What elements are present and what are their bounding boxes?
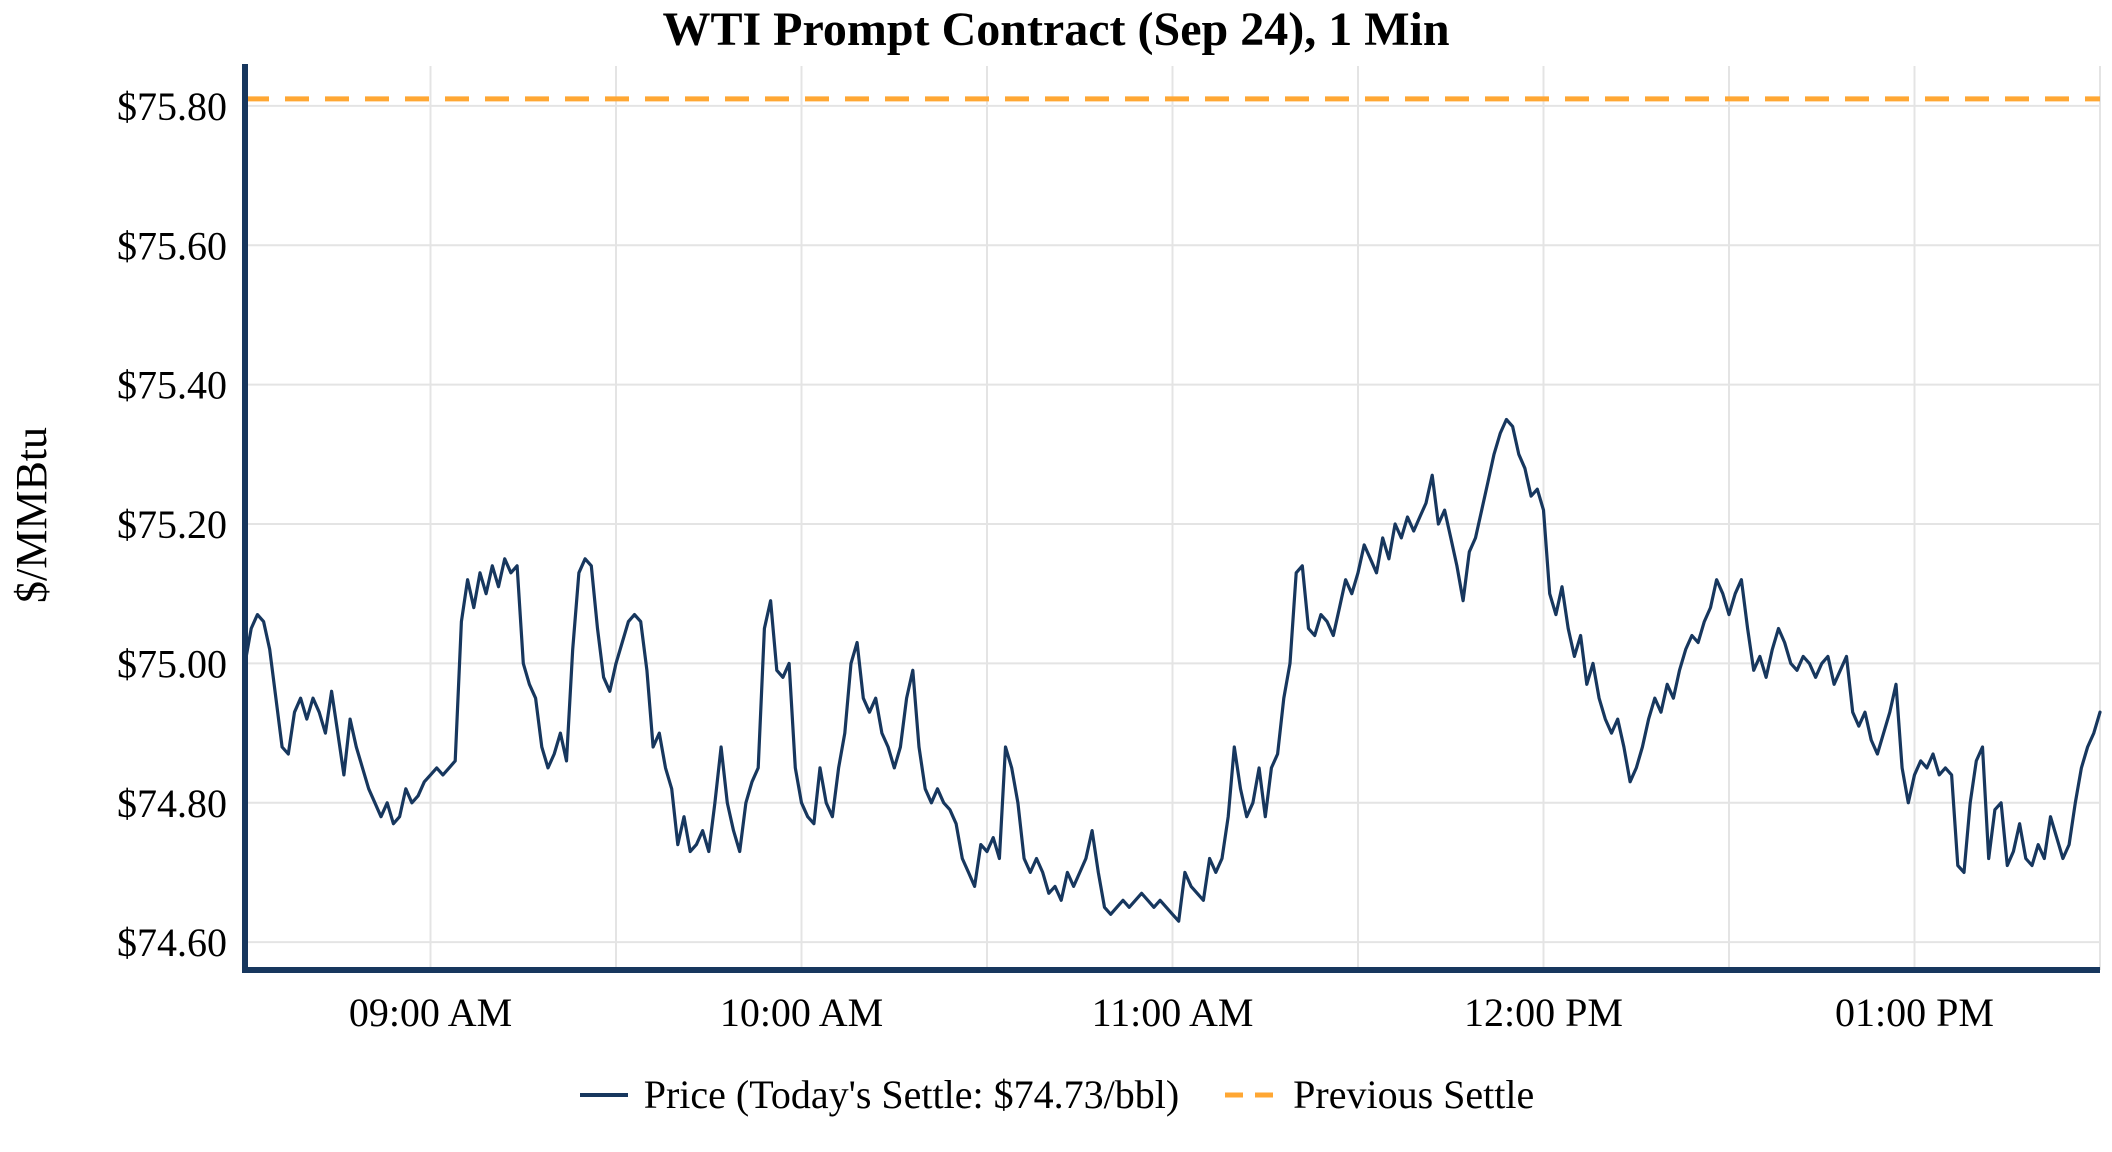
chart-legend: Price (Today's Settle: $74.73/bbl) Previ…: [0, 1071, 2112, 1118]
y-tick-label: $74.60: [117, 920, 227, 965]
x-tick-label: 11:00 AM: [1092, 990, 1254, 1035]
y-tick-label: $74.80: [117, 781, 227, 826]
y-axis-title: $/MMBtu: [7, 427, 56, 603]
previous-settle-dash-swatch-icon: [1225, 1092, 1278, 1097]
y-tick-label: $75.40: [117, 363, 227, 408]
legend-item-previous-settle: Previous Settle: [1223, 1071, 1534, 1118]
x-tick-label: 09:00 AM: [349, 990, 512, 1035]
y-tick-label: $75.20: [117, 502, 227, 547]
price-line: [243, 417, 2102, 923]
price-line-swatch-icon: [579, 1092, 628, 1097]
legend-item-price: Price (Today's Settle: $74.73/bbl): [578, 1071, 1179, 1118]
legend-previous-settle-label: Previous Settle: [1293, 1072, 1535, 1117]
y-tick-label: $75.60: [117, 223, 227, 268]
legend-price-label: Price (Today's Settle: $74.73/bbl): [643, 1072, 1180, 1117]
chart-title: WTI Prompt Contract (Sep 24), 1 Min: [662, 3, 1450, 56]
x-tick-label: 01:00 PM: [1835, 990, 1994, 1035]
x-tick-label: 10:00 AM: [720, 990, 883, 1035]
x-tick-label: 12:00 PM: [1464, 990, 1623, 1035]
y-tick-label: $75.00: [117, 641, 227, 686]
y-tick-label: $75.80: [117, 84, 227, 129]
